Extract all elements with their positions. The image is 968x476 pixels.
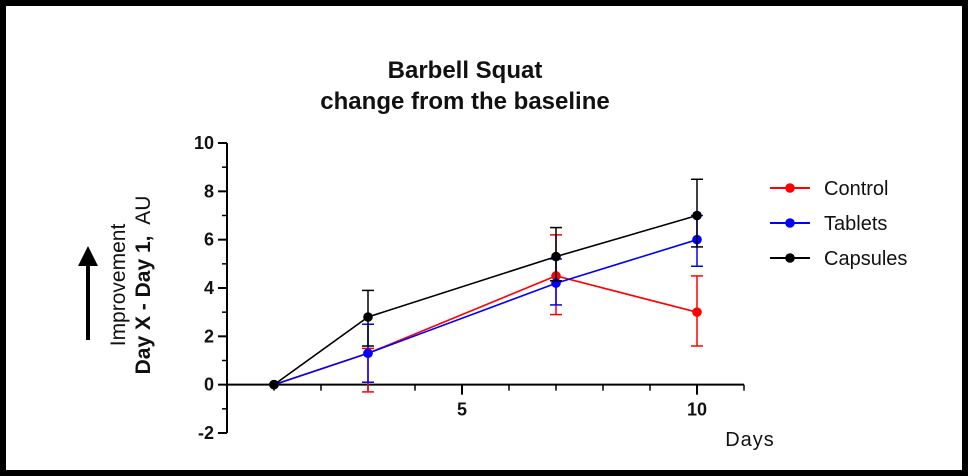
y-tick-label: 6 — [204, 230, 214, 250]
data-point-tablets — [363, 348, 373, 359]
legend-label-tablets: Tablets — [824, 213, 887, 235]
series-layer — [269, 178, 703, 393]
y-tick-label: 10 — [194, 133, 214, 153]
y-tick-label: 2 — [204, 326, 214, 346]
y-tick-label: 0 — [204, 375, 214, 395]
legend-marker-tablets — [785, 218, 795, 228]
chart-title-line-2: change from the baseline — [320, 88, 609, 115]
series-line-control — [273, 275, 698, 386]
data-point-capsules — [551, 251, 561, 262]
improvement-arrow-icon — [78, 246, 98, 340]
series-line-tablets — [273, 238, 698, 386]
axes: -2 0 2 4 6 8 10 5 10 — [194, 133, 745, 443]
legend-item-capsules: Capsules — [770, 248, 907, 270]
data-point-capsules — [692, 210, 702, 221]
y-axis-title-line-2: Day X - Day 1, AU — [132, 196, 155, 375]
x-axis-title: Days — [725, 429, 775, 451]
data-point-control — [692, 307, 702, 317]
x-tick-label: 10 — [687, 400, 707, 420]
data-point-capsules — [363, 312, 373, 322]
y-axis-title-unit: AU — [132, 196, 155, 225]
legend-label-capsules: Capsules — [824, 248, 907, 270]
y-tick-label: 8 — [204, 181, 214, 201]
y-tick-label: -2 — [198, 423, 214, 443]
y-axis-title-line-1: Improvement — [107, 224, 130, 347]
y-axis-title-bold: Day X - Day 1, — [132, 235, 155, 374]
legend-item-control: Control — [770, 178, 888, 200]
legend-marker-control — [785, 183, 795, 193]
x-tick-label: 5 — [457, 400, 467, 420]
data-point-capsules — [269, 379, 279, 390]
legend: Control Tablets Capsules — [770, 178, 907, 270]
y-tick-label: 4 — [204, 278, 214, 298]
series-line-capsules — [273, 214, 698, 386]
chart-title-line-1: Barbell Squat — [388, 57, 543, 84]
y-axis-title: Improvement Day X - Day 1, AU — [107, 196, 155, 375]
legend-marker-capsules — [785, 253, 795, 263]
series-tablets — [269, 214, 703, 390]
legend-label-control: Control — [824, 178, 888, 200]
series-capsules — [269, 178, 703, 390]
legend-item-tablets: Tablets — [770, 213, 887, 235]
